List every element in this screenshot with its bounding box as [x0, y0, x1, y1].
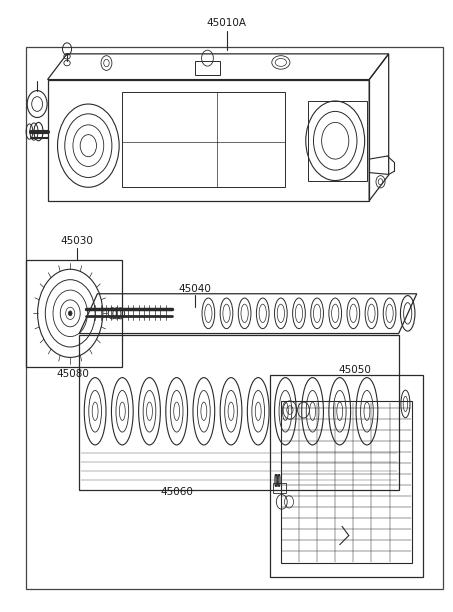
Text: 45050: 45050: [339, 365, 372, 375]
Bar: [26, 47, 443, 589]
Bar: [308, 101, 367, 181]
Bar: [122, 92, 285, 187]
Text: 45030: 45030: [61, 236, 93, 246]
Circle shape: [68, 311, 72, 316]
Text: 45010A: 45010A: [207, 18, 246, 28]
Bar: [270, 375, 423, 577]
Bar: [26, 260, 122, 367]
Bar: [273, 483, 286, 493]
Bar: [281, 401, 412, 563]
Text: 45080: 45080: [56, 370, 89, 379]
Text: 45040: 45040: [178, 284, 211, 294]
Bar: [195, 61, 220, 75]
Text: 45060: 45060: [160, 487, 193, 497]
